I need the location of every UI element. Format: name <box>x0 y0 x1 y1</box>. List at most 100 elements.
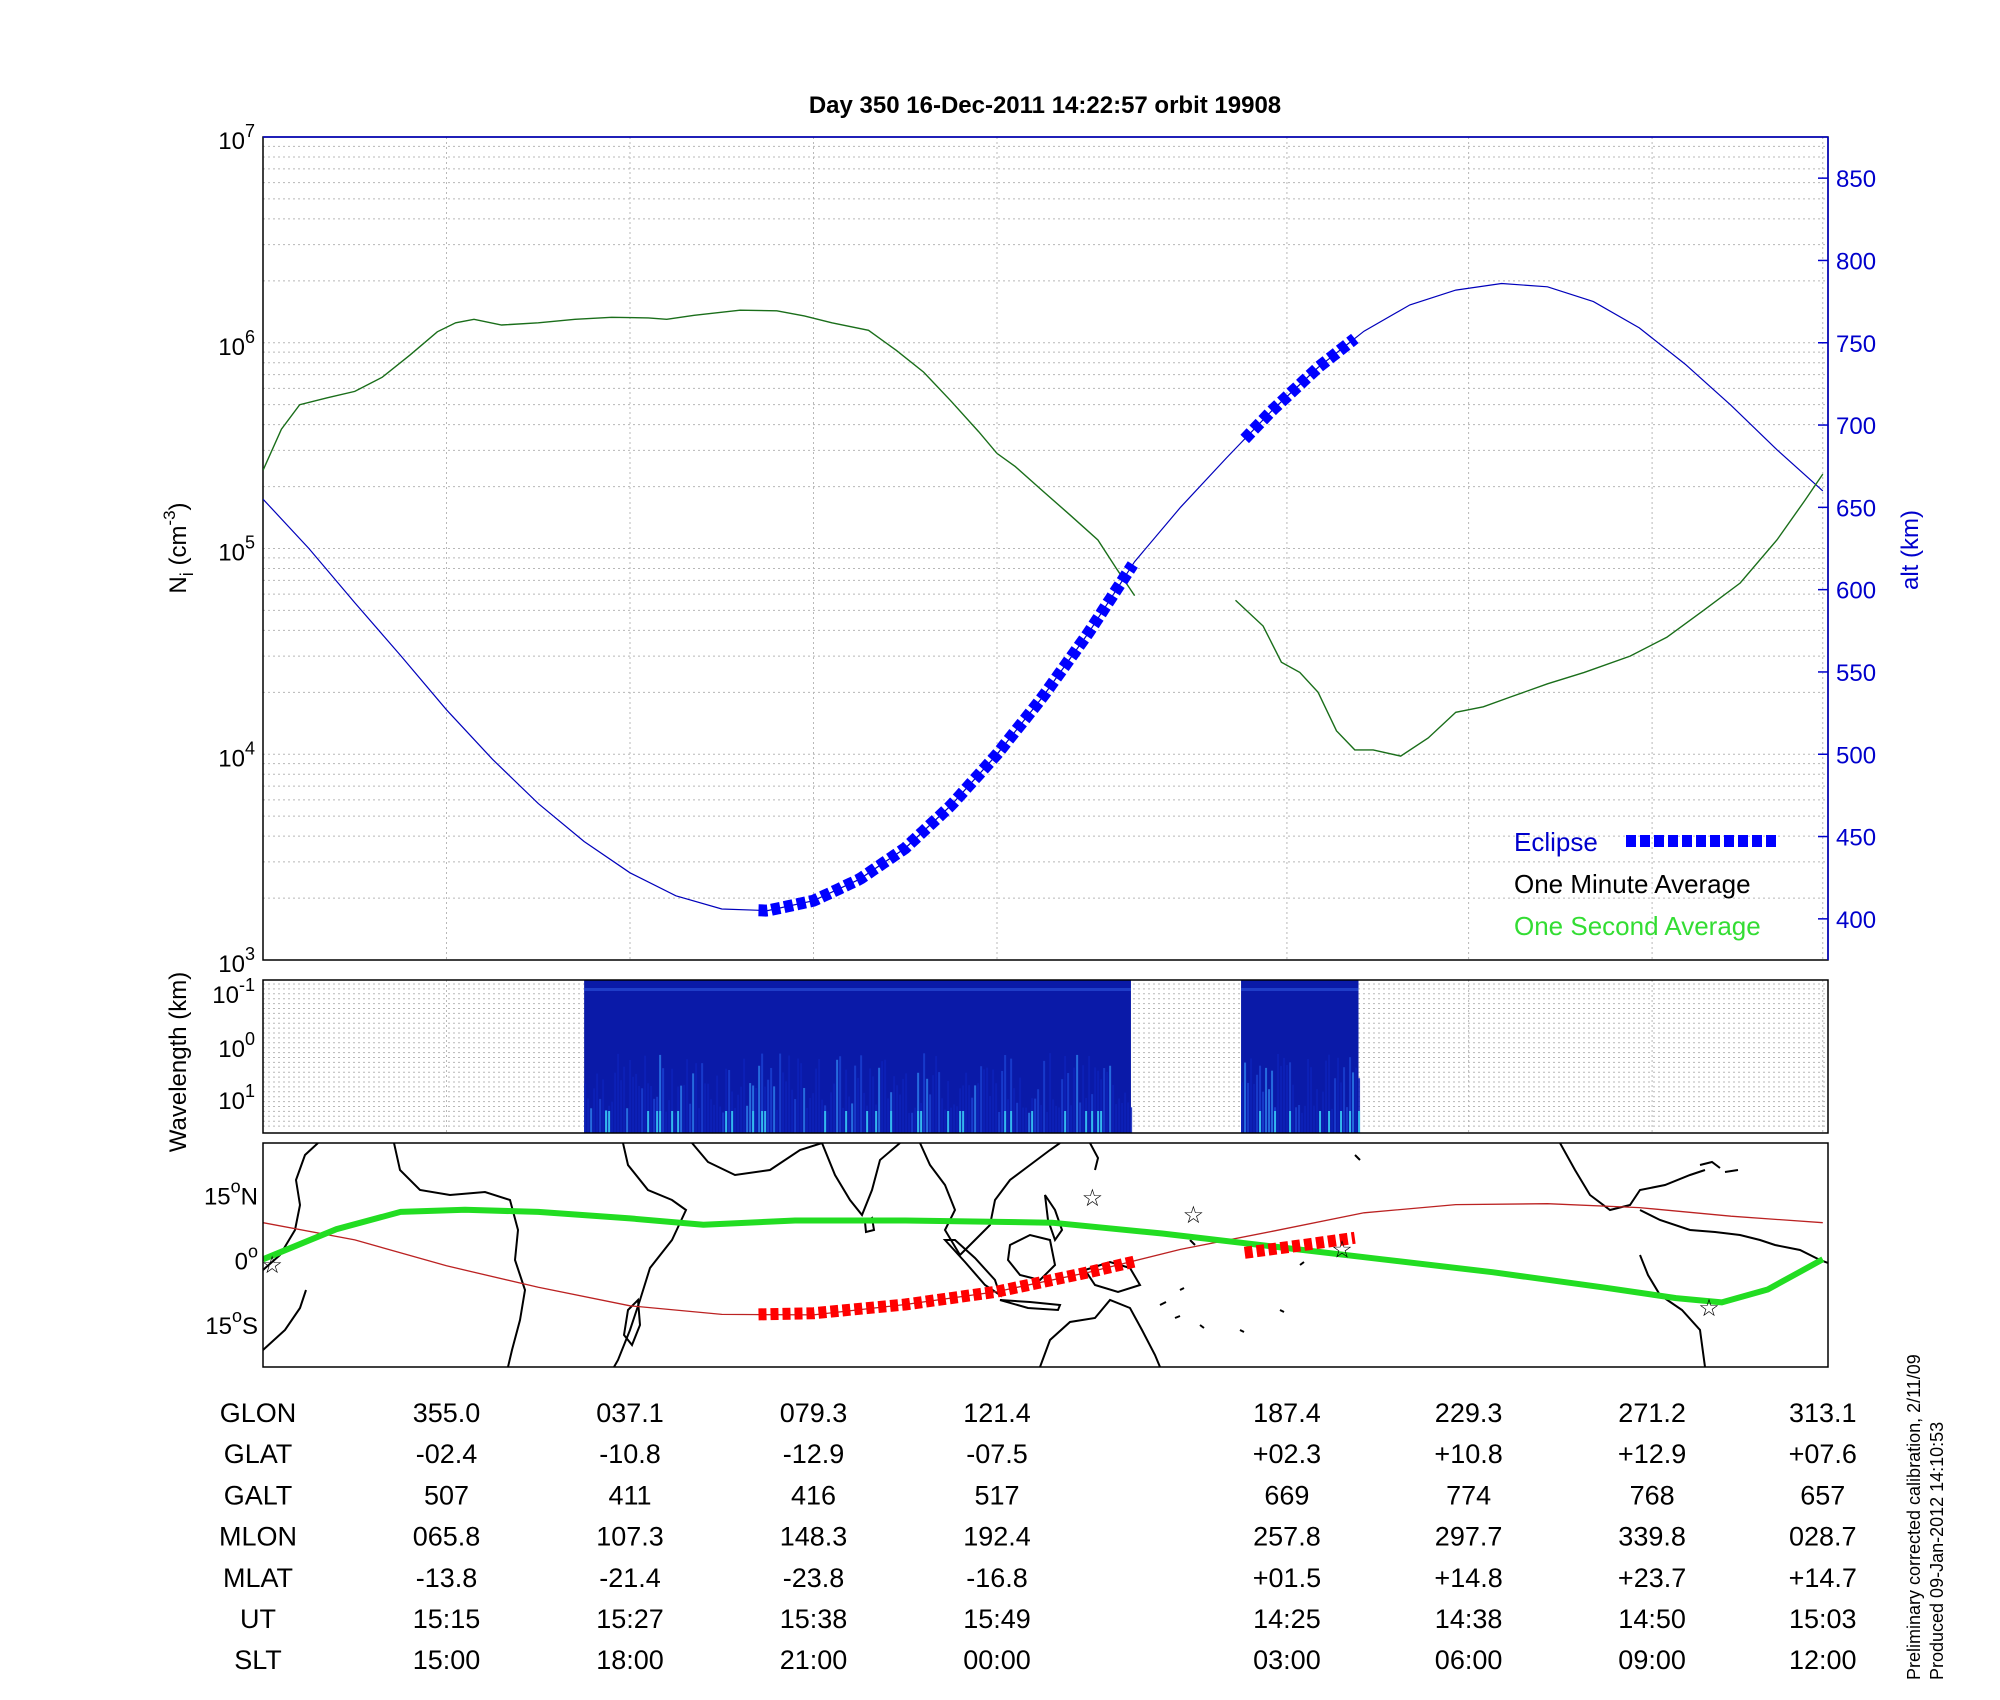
y-left-label-base: N <box>165 576 192 593</box>
spectrogram-column <box>962 1085 965 1133</box>
spectrogram-column <box>842 1107 845 1133</box>
spectrogram-column <box>1010 1058 1013 1133</box>
table-cell: 107.3 <box>596 1522 664 1552</box>
spectrogram-column <box>1253 1084 1256 1133</box>
spectrogram-column <box>1124 1092 1127 1133</box>
spectrogram-column <box>1334 1078 1337 1133</box>
spectrogram-column <box>872 1076 875 1133</box>
spectrogram-column <box>728 1069 731 1133</box>
spectrogram-column <box>1352 1072 1355 1133</box>
spectrogram-column <box>1100 1079 1103 1133</box>
spectrogram-column <box>1343 1067 1346 1133</box>
table-cell: 257.8 <box>1253 1522 1321 1552</box>
y-right-tick-label: 750 <box>1836 331 1876 358</box>
coast-borneo <box>1006 1233 1057 1282</box>
spectrogram-bright-cell <box>1097 1111 1100 1133</box>
table-row-label: MLAT <box>223 1563 293 1593</box>
table-cell: 15:15 <box>413 1604 481 1634</box>
spectrogram-bright-cell <box>824 1111 827 1133</box>
spectrogram-grid <box>263 980 1828 1133</box>
coast-south-america-north <box>1639 1209 1828 1264</box>
legend: Eclipse One Minute Average One Second Av… <box>1514 827 1777 941</box>
spectrogram-column <box>1022 1107 1025 1133</box>
spectrogram-column <box>797 1058 800 1133</box>
spectrogram-column <box>1082 1065 1085 1133</box>
table-cell: 18:00 <box>596 1645 664 1675</box>
spec-y-tick-label-base: 10 <box>218 1088 245 1115</box>
spectrogram-column <box>1034 1098 1037 1133</box>
star-marker: ☆ <box>1183 1202 1205 1229</box>
spectrogram-column <box>1121 1102 1124 1133</box>
coast-pacific-islands-2 <box>1159 1239 1305 1319</box>
y-left-label: Ni (cm-3) <box>160 502 197 593</box>
map-lat-tick-label: 0o <box>235 1241 258 1275</box>
spectrogram-column <box>593 1088 596 1133</box>
spectrogram-column <box>902 1078 905 1133</box>
spectrogram-column <box>1262 1091 1265 1133</box>
density-line-a <box>263 309 1136 596</box>
table-cell: 065.8 <box>413 1522 481 1552</box>
table-cell: -10.8 <box>599 1439 661 1469</box>
table-row-label: GLON <box>220 1398 297 1428</box>
spec-y-tick-label: 100 <box>218 1029 255 1063</box>
spectrogram-column <box>626 1108 629 1133</box>
spectrogram-column <box>1286 1065 1289 1133</box>
coast-new-guinea <box>1083 1260 1142 1294</box>
spectrogram-column <box>800 1063 803 1133</box>
spectrogram-column <box>1046 1111 1049 1133</box>
spectrogram-column <box>845 1069 848 1133</box>
spectrogram-column <box>1073 1067 1076 1133</box>
spectrogram-bright-cell <box>875 1111 878 1133</box>
spectrogram-column <box>989 1095 992 1133</box>
table-cell: -23.8 <box>783 1563 845 1593</box>
spec-y-tick-label-exp: -1 <box>239 975 255 995</box>
coast-caribbean <box>1699 1160 1739 1173</box>
spectrogram-column <box>1337 1057 1340 1133</box>
spectrogram-column <box>1325 1060 1328 1133</box>
legend-eclipse-label: Eclipse <box>1514 827 1598 857</box>
y-left-tick-label: 104 <box>218 738 255 772</box>
spectrogram-column <box>941 1098 944 1133</box>
spectrogram-column <box>758 1065 761 1133</box>
table-cell: 15:00 <box>413 1645 481 1675</box>
spectrogram-column <box>815 1068 818 1133</box>
spectrogram-column <box>878 1067 881 1133</box>
y-right-tick-label: 500 <box>1836 742 1876 769</box>
spectrogram-column <box>833 1083 836 1133</box>
spectrogram-column <box>725 1068 728 1133</box>
magnetic-equator-track <box>263 1206 1825 1306</box>
spectrogram-bright-cell <box>761 1111 764 1133</box>
spectrogram-column <box>1355 1067 1358 1133</box>
spectrogram-column <box>1301 1112 1304 1133</box>
table-row-label: MLON <box>219 1522 297 1552</box>
spectrogram-column <box>620 1080 623 1133</box>
spectrogram-column <box>1127 1102 1130 1133</box>
spectrogram-column <box>602 1079 605 1133</box>
spectrogram-column <box>590 1108 593 1133</box>
table-cell: 416 <box>791 1480 836 1510</box>
spectrogram-column <box>659 1054 662 1133</box>
spectrogram-column <box>1289 1062 1292 1133</box>
spectrogram-column <box>1298 1104 1301 1133</box>
spectrogram-column <box>935 1056 938 1133</box>
spectrogram-column <box>719 1106 722 1133</box>
spectrogram-bright-cell <box>608 1111 611 1133</box>
spectrogram-column <box>761 1053 764 1133</box>
spectrogram-column <box>668 1100 671 1133</box>
coastlines <box>263 1143 1828 1367</box>
top-series <box>263 282 1824 917</box>
spectrogram-bright-cell <box>1358 1111 1361 1133</box>
table-row-label: SLT <box>234 1645 282 1675</box>
spectrogram-column <box>911 1112 914 1133</box>
y-left-tick-label-exp: 7 <box>245 121 255 141</box>
spectrogram-top-band <box>584 988 1131 991</box>
y-right-tick-label: 450 <box>1836 825 1876 852</box>
spectrogram-column <box>881 1061 884 1133</box>
spectrogram-column <box>1247 1082 1250 1133</box>
spectrogram-column <box>980 1066 983 1133</box>
spectrogram-column <box>1070 1105 1073 1133</box>
spectrogram-column <box>965 1072 968 1133</box>
y-right-tick-label: 600 <box>1836 578 1876 605</box>
spectrogram-column <box>695 1063 698 1133</box>
spectrogram-column <box>1004 1055 1007 1133</box>
